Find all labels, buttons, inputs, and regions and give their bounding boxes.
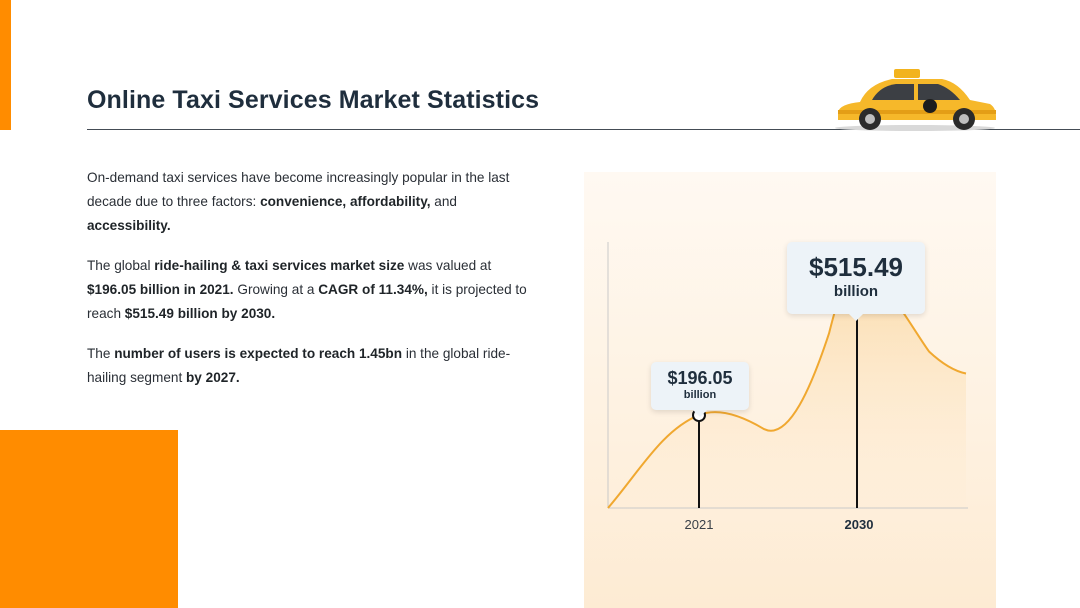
- p3-bold-2027: by 2027.: [186, 370, 240, 385]
- p2-bold-2021: $196.05 billion in 2021.: [87, 282, 234, 297]
- x-tick-2030: 2030: [844, 517, 874, 532]
- market-line-chart: [607, 242, 968, 509]
- description-text: On-demand taxi services have become incr…: [87, 166, 527, 406]
- p1-bold-accessibility: accessibility.: [87, 218, 171, 233]
- p3-text-c: in the global ride-hailing segment: [87, 346, 511, 385]
- p2-bold-market: ride-hailing & taxi services market size: [154, 258, 405, 273]
- data-label-2021: $196.05 billion: [651, 362, 749, 417]
- series-line: [607, 272, 967, 509]
- p2-bold-2030: $515.49 billion by 2030.: [124, 306, 276, 321]
- p2-bold-cagr: CAGR of 11.34%,: [318, 282, 428, 297]
- paragraph-factors: On-demand taxi services have become incr…: [87, 166, 527, 238]
- data-label-2030-unit: billion: [833, 283, 879, 300]
- taxi-car-icon: [835, 69, 996, 131]
- paragraph-market-size: The global ride-hailing & taxi services …: [87, 254, 527, 326]
- data-label-2021-amount: $196.05: [667, 368, 733, 388]
- title-divider: [87, 129, 1080, 130]
- p1-text: On-demand taxi services have become incr…: [87, 170, 510, 209]
- data-label-2030-amount: $515.49: [809, 252, 903, 282]
- p2-text-g: it is projected to reach: [87, 282, 527, 321]
- page-title: Online Taxi Services Market Statistics: [87, 86, 540, 114]
- series-area: [608, 273, 966, 508]
- p2-text-a: The global: [87, 258, 155, 273]
- p3-bold-users: number of users is expected to reach 1.4…: [114, 346, 403, 361]
- data-label-2021-unit: billion: [683, 389, 717, 401]
- accent-block-bottom: [0, 430, 178, 608]
- p3-text-a: The: [87, 346, 115, 361]
- p2-text-c: was valued at: [404, 258, 492, 273]
- paragraph-users: The number of users is expected to reach…: [87, 342, 527, 390]
- data-label-2030: $515.49 billion: [787, 242, 925, 321]
- p1-bold-factors: convenience, affordability,: [260, 194, 431, 209]
- accent-bar-top: [0, 0, 11, 130]
- p2-text-e: Growing at a: [233, 282, 319, 297]
- p1-text-and: and: [430, 194, 457, 209]
- x-tick-2021: 2021: [684, 517, 714, 532]
